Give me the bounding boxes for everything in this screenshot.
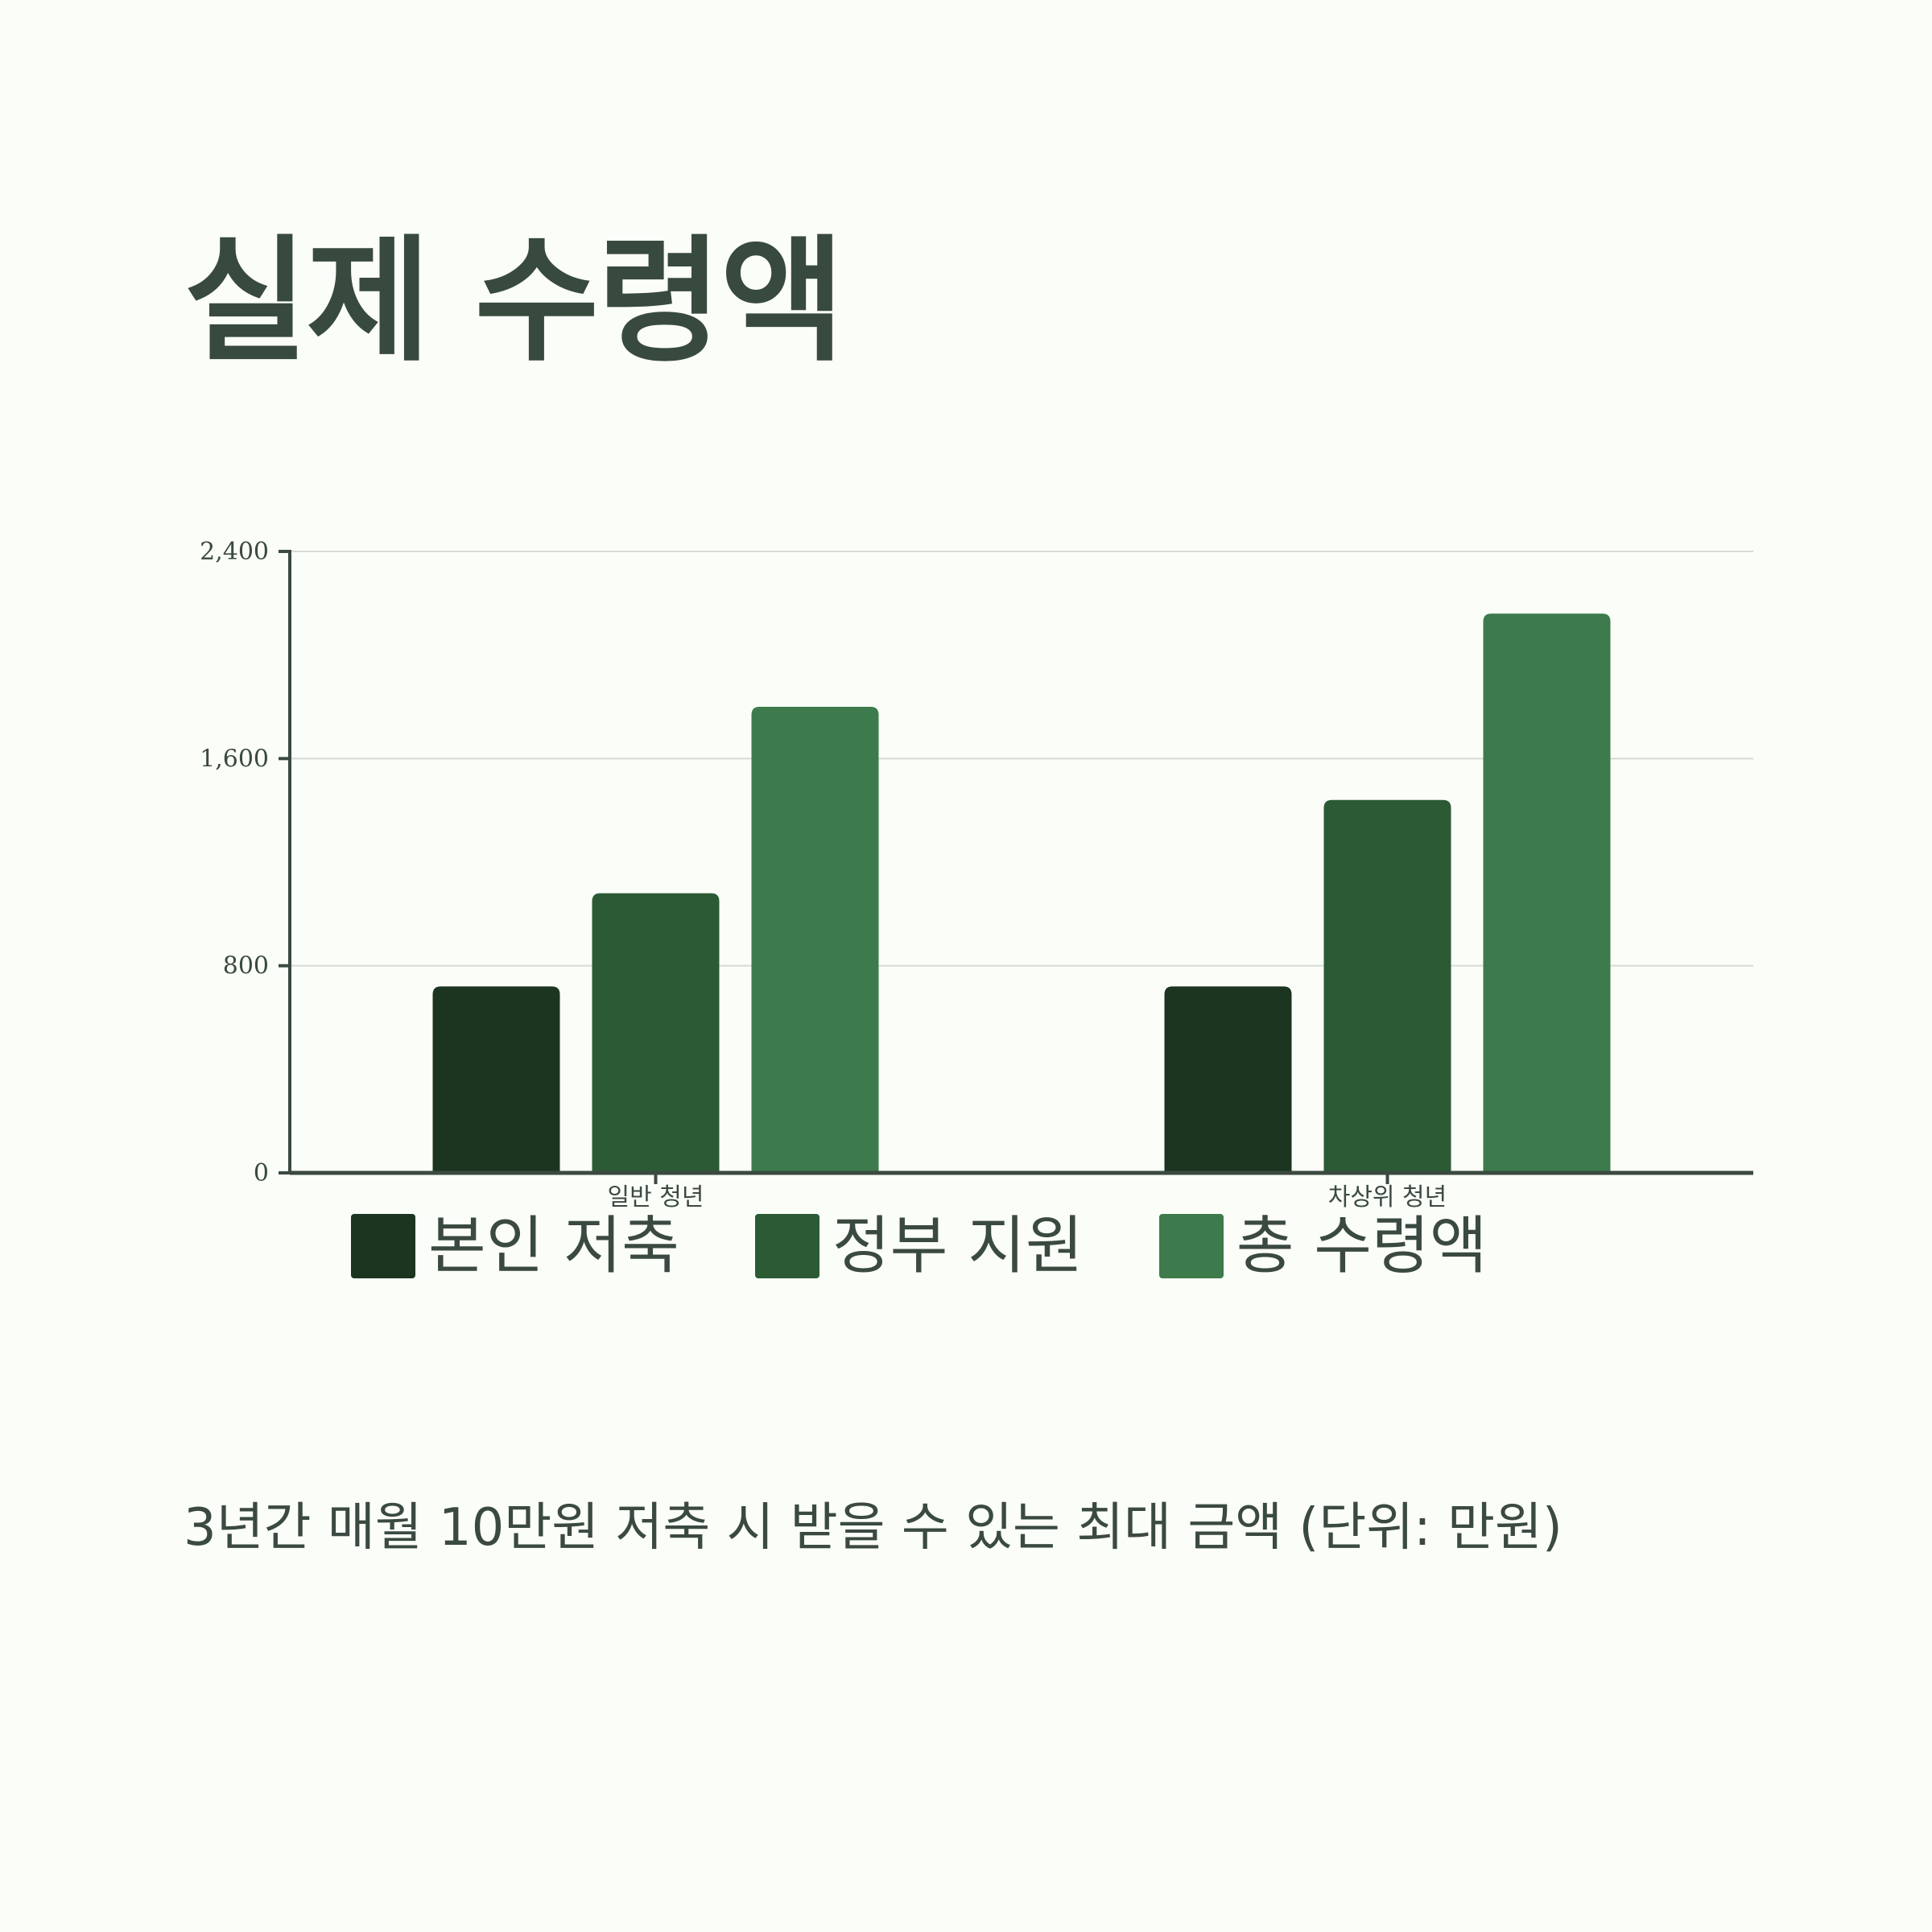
bar-1-2 <box>592 893 720 1173</box>
page-title: 실제 수령액 <box>184 222 844 380</box>
bar-2-2 <box>1323 799 1451 1173</box>
x-category-label: 일반 청년 <box>608 1183 704 1212</box>
bars <box>432 613 1611 1173</box>
x-category-label: 차상위 청년 <box>1328 1183 1447 1212</box>
y-tick-label: 1,600 <box>200 745 269 773</box>
y-tick-label: 2,400 <box>200 538 269 566</box>
legend-label: 총 수령액 <box>1236 1210 1488 1282</box>
tick-labels: 0 800 1,600 2,400 일반 청년 차상위 청년 <box>200 538 1447 1212</box>
legend-item: 본인 저축 <box>351 1214 679 1278</box>
axes <box>279 550 1753 1184</box>
chart-caption: 3년간 매월 10만원 저축 시 받을 수 있는 최대 금액 (단위: 만원) <box>184 1498 1563 1558</box>
legend-label: 본인 저축 <box>428 1210 679 1282</box>
y-tick-label: 0 <box>254 1159 269 1187</box>
legend-item: 정부 지원 <box>754 1210 1084 1282</box>
legend-label: 정부 지원 <box>832 1210 1084 1282</box>
legend-swatch <box>1158 1214 1224 1278</box>
legend: 본인 저축 정부 지원 총 수령액 <box>351 1214 1563 1278</box>
bar-1-3 <box>751 707 879 1173</box>
bar-2-3 <box>1483 613 1611 1173</box>
bar-chart: 0 800 1,600 2,400 일반 청년 차상위 청년 <box>200 538 1753 1212</box>
bar-2-1 <box>1164 986 1292 1173</box>
legend-item: 총 수령액 <box>1158 1210 1488 1282</box>
y-tick-label: 800 <box>223 952 269 980</box>
legend-swatch <box>351 1214 415 1278</box>
bar-1-1 <box>432 986 560 1173</box>
legend-swatch <box>754 1214 819 1278</box>
